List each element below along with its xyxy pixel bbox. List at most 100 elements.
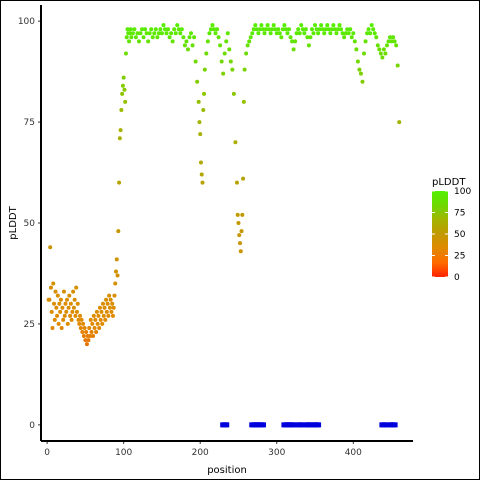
axis-ticks: 0 100 200 300 400 0 25 50 75 100 — [18, 17, 362, 458]
plddt-point — [107, 293, 112, 298]
plddt-point — [164, 31, 169, 36]
unstructured-point — [259, 422, 266, 428]
plddt-point — [169, 31, 174, 36]
plddt-point — [300, 27, 305, 32]
plddt-point — [397, 120, 402, 125]
plddt-point — [105, 301, 110, 306]
plddt-point — [68, 313, 73, 318]
plddt-point — [251, 27, 256, 32]
plddt-point — [211, 27, 216, 32]
plddt-point — [49, 309, 54, 314]
plddt-point — [94, 330, 99, 334]
plddt-point — [179, 27, 184, 32]
plddt-point — [117, 136, 122, 141]
plddt-point — [78, 313, 83, 318]
plddt-point — [116, 229, 121, 234]
plddt-point — [325, 23, 330, 28]
x-axis-title: position — [207, 465, 247, 476]
plddt-point — [53, 289, 58, 294]
plddt-point — [368, 31, 373, 36]
plddt-point — [153, 27, 158, 32]
plddt-point — [90, 321, 95, 326]
plddt-point — [97, 325, 102, 330]
plddt-point — [176, 27, 181, 32]
plddt-point — [380, 55, 385, 60]
plddt-point — [189, 31, 194, 36]
plddt-point — [215, 27, 220, 32]
plddt-point — [241, 176, 246, 181]
plddt-point — [133, 35, 138, 40]
plddt-point — [302, 31, 307, 36]
plddt-point — [216, 35, 221, 40]
plddt-point — [285, 31, 290, 36]
x-tick-label: 200 — [192, 448, 209, 458]
plddt-point — [81, 334, 86, 339]
plddt-point — [328, 31, 333, 36]
plddt-point — [381, 47, 386, 52]
plddt-point — [221, 71, 226, 76]
plddt-point — [296, 27, 301, 32]
plddt-point — [254, 27, 259, 32]
plddt-point — [67, 293, 72, 298]
plddt-point — [94, 309, 99, 314]
x-tick-label: 300 — [268, 448, 285, 458]
plddt-point — [260, 27, 265, 32]
plddt-point — [195, 79, 200, 84]
plddt-point — [147, 31, 152, 36]
plddt-point — [121, 75, 126, 80]
plddt-point — [369, 23, 374, 28]
plddt-point — [311, 31, 316, 36]
plddt-point — [61, 289, 66, 294]
unstructured-point — [223, 422, 230, 428]
plddt-point — [192, 35, 197, 40]
plddt-point — [222, 51, 227, 56]
plddt-point — [51, 281, 56, 286]
plddt-point — [110, 313, 115, 318]
plddt-point — [244, 51, 249, 56]
plddt-point — [326, 27, 331, 32]
plddt-point — [343, 31, 348, 36]
plddt-point — [388, 35, 393, 40]
plddt-point — [331, 23, 336, 28]
plddt-point — [319, 23, 324, 28]
plddt-point — [74, 309, 79, 314]
plddt-point — [136, 39, 141, 44]
plddt-point — [308, 35, 313, 40]
plddt-point — [159, 31, 164, 36]
legend-title: pLDDT — [432, 177, 466, 188]
legend-tick-label: 50 — [454, 230, 466, 240]
plddt-point — [110, 301, 115, 306]
plddt-point — [273, 27, 278, 32]
plddt-point — [127, 31, 132, 36]
plddt-point — [167, 35, 172, 40]
plddt-point — [120, 91, 125, 96]
unstructured-point — [315, 422, 322, 428]
plddt-point — [314, 27, 319, 32]
plddt-point — [274, 31, 279, 36]
plddt-point — [89, 330, 94, 334]
plddt-point — [58, 309, 63, 314]
plddt-point — [69, 317, 74, 322]
plddt-point — [279, 35, 284, 40]
plddt-point — [91, 334, 96, 339]
plddt-point — [218, 43, 223, 48]
legend-ticks: 0 25 50 75 100 — [432, 187, 471, 283]
plddt-point — [140, 27, 145, 32]
plddt-point — [267, 27, 272, 32]
plddt-point — [58, 297, 63, 302]
plddt-point — [348, 27, 353, 32]
plddt-point — [202, 91, 207, 96]
plddt-point — [342, 35, 347, 40]
plddt-point — [127, 39, 132, 44]
plddt-point — [271, 23, 276, 28]
plddt-point — [52, 317, 57, 322]
plddt-point — [107, 305, 112, 310]
y-tick-label: 75 — [24, 118, 35, 128]
plddt-point — [146, 39, 151, 44]
plddt-point — [181, 35, 186, 40]
plddt-point — [124, 35, 129, 40]
plddt-point — [141, 35, 146, 40]
plot-marks — [46, 23, 402, 428]
plddt-point — [366, 27, 371, 32]
